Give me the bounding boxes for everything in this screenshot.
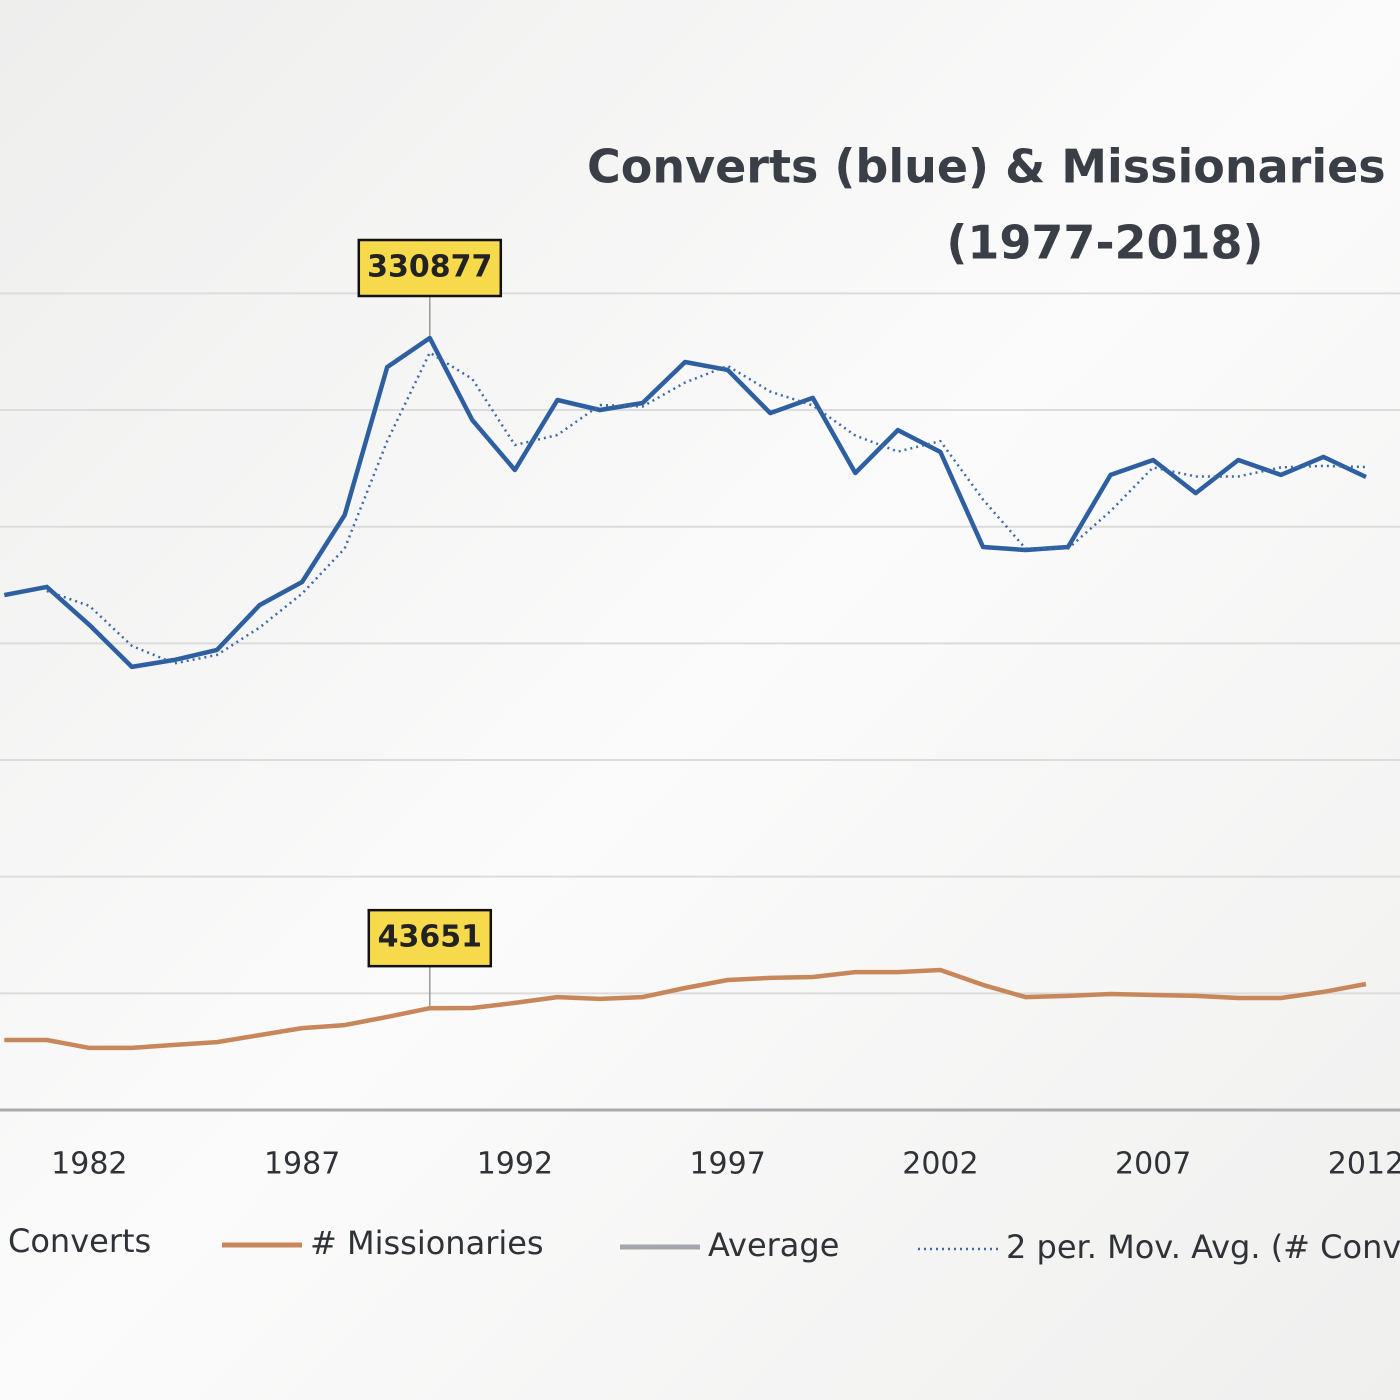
chart-title: Converts (blue) & Missionaries bbox=[587, 140, 1386, 194]
chart-subtitle: (1977-2018) bbox=[946, 216, 1263, 270]
x-tick-label: 1987 bbox=[264, 1147, 340, 1182]
x-tick-label: 2012 bbox=[1328, 1147, 1400, 1182]
data-label: 330877 bbox=[367, 250, 492, 285]
x-tick-label: 2007 bbox=[1115, 1147, 1191, 1182]
legend-label: 2 per. Mov. Avg. (# Converts) bbox=[1006, 1228, 1400, 1266]
legend-label: Average bbox=[708, 1226, 839, 1264]
data-label-box bbox=[357, 238, 503, 298]
x-tick-label: 1992 bbox=[477, 1147, 553, 1182]
legend-label: # Missionaries bbox=[310, 1224, 544, 1262]
plot: 330877 43651 bbox=[3, 238, 1367, 1051]
series-line bbox=[4, 967, 1367, 1051]
legend: Converts # Missionaries Average 2 per. Mov.… bbox=[8, 1222, 1400, 1266]
series-line bbox=[3, 335, 1367, 670]
grid: 1982 1987 1992 1997 2002 2007 2012 bbox=[0, 292, 1400, 1182]
x-tick-label: 2002 bbox=[902, 1147, 978, 1182]
legend-label: Converts bbox=[8, 1222, 151, 1260]
x-tick-label: 1997 bbox=[689, 1147, 765, 1182]
series-line bbox=[46, 351, 1367, 665]
data-label-box bbox=[367, 908, 493, 968]
data-label: 43651 bbox=[378, 920, 482, 955]
x-tick-label: 1982 bbox=[51, 1147, 127, 1182]
